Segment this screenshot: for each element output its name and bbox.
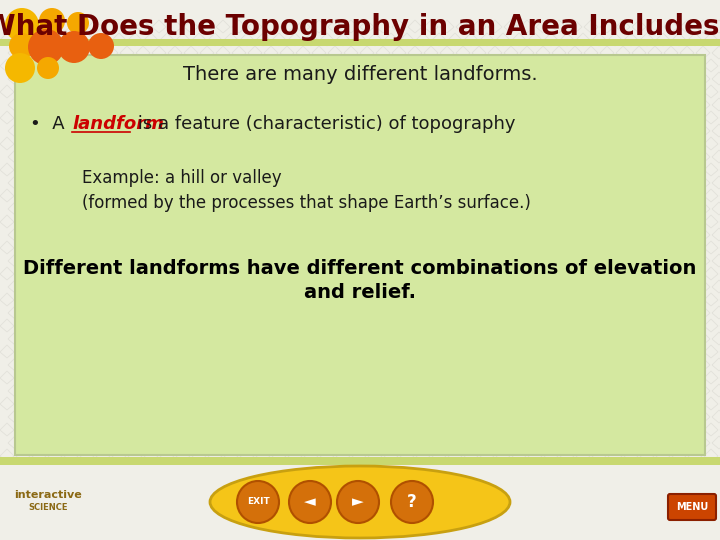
Circle shape [5,53,35,83]
Ellipse shape [210,466,510,538]
Circle shape [37,57,59,79]
FancyBboxPatch shape [0,39,720,46]
Text: (formed by the processes that shape Earth’s surface.): (formed by the processes that shape Eart… [82,194,531,212]
FancyBboxPatch shape [0,457,720,465]
Text: MENU: MENU [676,502,708,512]
Text: SCIENCE: SCIENCE [28,503,68,512]
Circle shape [58,31,90,63]
Text: ?: ? [407,493,417,511]
Text: ◄: ◄ [304,495,316,510]
Text: Different landforms have different combinations of elevation: Different landforms have different combi… [23,259,697,278]
Text: What Does the Topography in an Area Includes?: What Does the Topography in an Area Incl… [0,13,720,41]
Circle shape [88,33,114,59]
Circle shape [39,8,65,34]
Circle shape [337,481,379,523]
Text: There are many different landforms.: There are many different landforms. [183,64,537,84]
Circle shape [5,8,39,42]
FancyBboxPatch shape [668,494,716,520]
Text: is a feature (characteristic) of topography: is a feature (characteristic) of topogra… [132,115,516,133]
Text: EXIT: EXIT [247,497,269,507]
Circle shape [9,33,35,59]
Circle shape [28,29,64,65]
FancyBboxPatch shape [15,55,705,455]
Circle shape [67,12,89,34]
Circle shape [289,481,331,523]
Text: interactive: interactive [14,490,82,500]
Text: ►: ► [352,495,364,510]
Circle shape [237,481,279,523]
Text: Example: a hill or valley: Example: a hill or valley [82,169,282,187]
Circle shape [391,481,433,523]
Text: •  A: • A [30,115,71,133]
Text: landform: landform [72,115,164,133]
Text: and relief.: and relief. [304,282,416,301]
FancyBboxPatch shape [0,465,720,540]
